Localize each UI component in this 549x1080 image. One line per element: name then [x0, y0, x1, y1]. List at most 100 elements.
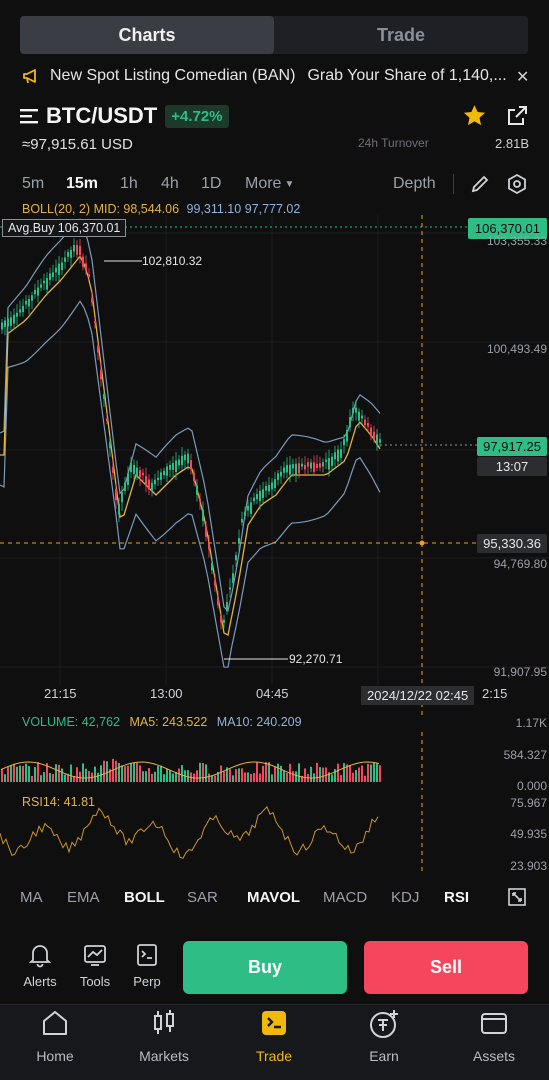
pair-header: BTC/USDT +4.72% [20, 100, 229, 132]
candle-body [34, 289, 36, 295]
fullscreen-icon[interactable] [507, 887, 527, 907]
tools-button[interactable]: Tools [70, 942, 120, 989]
candle-body [79, 245, 81, 255]
candle-body [91, 298, 93, 303]
current-price-tag: 97,917.25 [477, 437, 547, 456]
candle-body [100, 369, 102, 380]
candle-body [67, 252, 69, 257]
candle-body [163, 470, 165, 476]
usd-price: ≈97,915.61 USD [22, 136, 133, 153]
close-icon[interactable]: ✕ [516, 69, 530, 86]
volume-bar [175, 771, 177, 782]
timeframe-15m[interactable]: 15m [66, 175, 99, 192]
candle-body [226, 602, 228, 611]
volume-bar [334, 769, 336, 782]
candle-body [304, 464, 306, 470]
indicator-tabs: MA EMA BOLL SAR MAVOL MACD KDJ RSI [0, 882, 549, 912]
menu-icon[interactable] [20, 108, 38, 124]
volume-bar [331, 774, 333, 782]
announcement-bar[interactable]: New Spot Listing Comedian (BAN) Grab You… [0, 60, 549, 92]
timeframe-5m[interactable]: 5m [22, 175, 45, 192]
volume-bar [295, 771, 297, 782]
ind-tab-ma[interactable]: MA [20, 888, 43, 906]
pair-name[interactable]: BTC/USDT [46, 103, 158, 128]
sell-button[interactable]: Sell [364, 941, 528, 994]
candle-body [343, 439, 345, 446]
pencil-icon[interactable] [469, 173, 491, 195]
ind-tab-macd[interactable]: MACD [323, 888, 368, 906]
volume-bar [160, 765, 162, 782]
volume-bar [325, 767, 327, 782]
timeframe-1h[interactable]: 1h [120, 175, 138, 192]
rsi-tick-3: 23.903 [510, 859, 547, 873]
depth-tab[interactable]: Depth [393, 175, 436, 192]
volume-bar [256, 762, 258, 782]
share-icon[interactable] [505, 104, 529, 128]
buy-button[interactable]: Buy [183, 941, 347, 994]
candle-body [73, 244, 75, 252]
star-icon[interactable] [461, 103, 488, 129]
candle-body [97, 345, 99, 353]
x-tick-4: 2:15 [482, 686, 508, 701]
price-change-badge: +4.72% [165, 104, 229, 128]
volume-bar [142, 771, 144, 782]
candle-body [292, 464, 294, 469]
ind-tab-mavol[interactable]: MAVOL [247, 888, 301, 906]
volume-bar [61, 768, 63, 782]
boll-legend: BOLL(20, 2) MID: 98,544.06 99,311.10 97,… [22, 202, 300, 216]
volume-bar [1, 769, 3, 782]
candle-body [298, 463, 300, 474]
low-mark-label: 92,270.71 [289, 652, 343, 666]
candle-body [139, 470, 141, 478]
candle-body [265, 485, 267, 491]
candle-body [259, 490, 261, 502]
volume-bar [97, 772, 99, 782]
candlestick-chart[interactable] [0, 215, 549, 715]
candle-body [313, 462, 315, 472]
volume-bar [280, 765, 282, 782]
volume-bar [13, 763, 15, 782]
tab-trade[interactable]: Trade [376, 24, 426, 45]
candle-body [85, 263, 87, 271]
candle-body [364, 419, 366, 426]
nav-trade[interactable]: Trade [229, 1008, 319, 1064]
timeframe-4h[interactable]: 4h [161, 175, 179, 192]
volume-bar [58, 764, 60, 782]
perp-label: Perp [133, 974, 161, 989]
candle-body [109, 441, 111, 449]
rsi-tick-1: 75.967 [510, 796, 547, 810]
volume-bar [247, 772, 249, 782]
tab-charts[interactable]: Charts [20, 16, 274, 54]
candle-body [202, 509, 204, 521]
ind-tab-ema[interactable]: EMA [67, 888, 100, 906]
candle-body [157, 477, 159, 481]
volume-bar [73, 775, 75, 782]
volume-bar [343, 763, 345, 782]
wallet-icon [481, 1013, 507, 1034]
perp-button[interactable]: Perp [122, 942, 172, 989]
candle-body [280, 471, 282, 477]
nav-earn[interactable]: Earn [339, 1008, 429, 1064]
volume-bar [130, 762, 132, 782]
timeframe-more[interactable]: More ▼ [245, 172, 294, 196]
nav-markets[interactable]: Markets [119, 1008, 209, 1064]
ind-tab-rsi[interactable]: RSI [444, 888, 470, 906]
nav-assets[interactable]: Assets [449, 1008, 539, 1064]
settings-icon[interactable] [506, 173, 528, 195]
vol-tick-1: 1.17K [515, 716, 547, 730]
timeframe-1d[interactable]: 1D [201, 175, 222, 192]
ind-tab-boll[interactable]: BOLL [124, 888, 165, 906]
alerts-button[interactable]: Alerts [15, 942, 65, 989]
volume-bar [88, 771, 90, 782]
nav-home[interactable]: Home [10, 1008, 100, 1064]
volume-bar [301, 775, 303, 782]
volume-bar [253, 773, 255, 782]
ind-tab-kdj[interactable]: KDJ [391, 888, 420, 906]
candle-body [241, 518, 243, 523]
volume-bar [223, 771, 225, 782]
ind-tab-sar[interactable]: SAR [187, 888, 218, 906]
candle-body [346, 429, 348, 442]
candle-body [31, 295, 33, 301]
volume-bar [286, 772, 288, 782]
volume-bar [283, 771, 285, 782]
